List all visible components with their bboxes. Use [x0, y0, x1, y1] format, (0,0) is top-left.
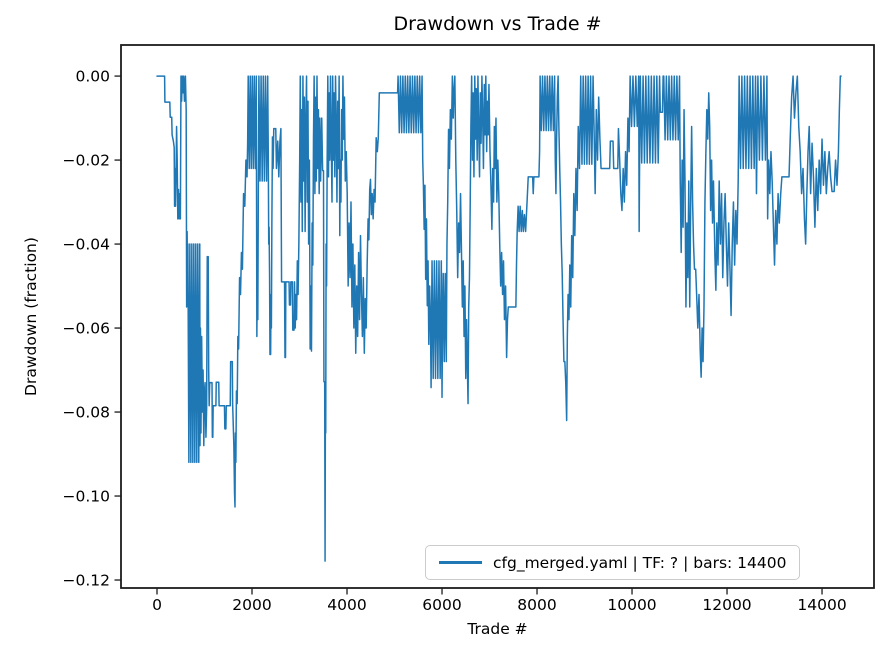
x-tick-label: 6000 — [422, 596, 461, 614]
y-tick-label: −0.12 — [63, 572, 111, 590]
x-axis-label: Trade # — [467, 620, 528, 638]
x-tick-label: 2000 — [232, 596, 271, 614]
x-tick-label: 10000 — [607, 596, 656, 614]
x-tick-label: 4000 — [327, 596, 366, 614]
drawdown-line — [156, 75, 842, 562]
series-path — [156, 75, 842, 562]
y-tick-label: 0.00 — [75, 68, 110, 86]
x-tick-label: 0 — [152, 596, 162, 614]
legend: cfg_merged.yaml | TF: ? | bars: 14400 — [425, 545, 801, 580]
y-tick-label: −0.06 — [63, 320, 111, 338]
y-tick-label: −0.10 — [63, 488, 111, 506]
chart-title: Drawdown vs Trade # — [393, 13, 602, 35]
legend-label: cfg_merged.yaml | TF: ? | bars: 14400 — [493, 553, 787, 572]
plot-border — [120, 44, 875, 589]
x-tick-label: 8000 — [517, 596, 556, 614]
y-axis-label: Drawdown (fraction) — [22, 237, 40, 396]
legend-line-sample — [439, 561, 482, 564]
x-tick-label: 12000 — [702, 596, 751, 614]
axis-ticks: 0 2000 4000 6000 8000 10000 12000 14000 0.00 −0.0… — [63, 68, 847, 614]
axes-spines — [120, 44, 875, 589]
y-tick-label: −0.04 — [63, 236, 111, 254]
y-tick-label: −0.08 — [63, 404, 111, 422]
x-tick-label: 14000 — [797, 596, 846, 614]
y-tick-label: −0.02 — [63, 152, 111, 170]
